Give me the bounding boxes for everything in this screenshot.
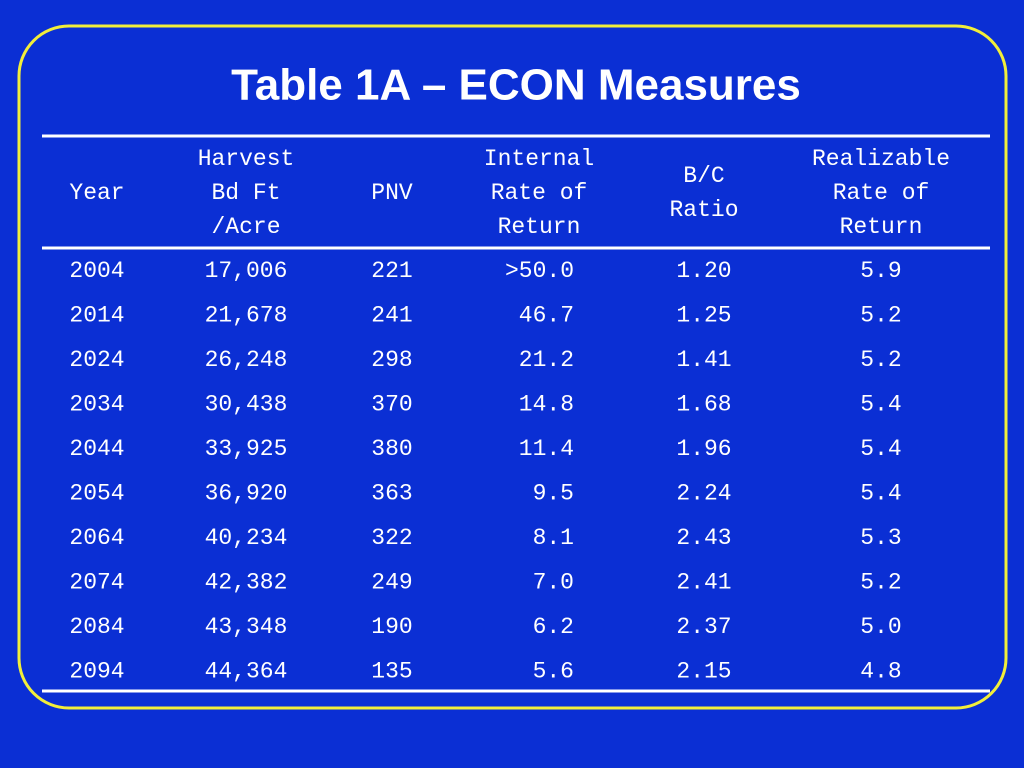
table-cell: 30,438 xyxy=(205,392,288,418)
table-cell: 14.8 xyxy=(519,392,574,418)
table-cell: 5.4 xyxy=(860,481,901,507)
column-header: /Acre xyxy=(211,214,280,240)
column-header: Harvest xyxy=(198,146,295,172)
table-cell: 2044 xyxy=(69,436,124,462)
table-cell: 1.68 xyxy=(676,392,731,418)
column-header: Year xyxy=(69,180,124,206)
table-cell: 2004 xyxy=(69,258,124,284)
table-cell: 2074 xyxy=(69,570,124,596)
table-cell: 5.3 xyxy=(860,525,901,551)
table-cell: 322 xyxy=(371,525,412,551)
table-cell: 2054 xyxy=(69,481,124,507)
table-cell: 1.25 xyxy=(676,303,731,329)
table-cell: 17,006 xyxy=(205,258,288,284)
column-header: Rate of xyxy=(491,180,588,206)
table-cell: 7.0 xyxy=(533,570,574,596)
table-cell: 2014 xyxy=(69,303,124,329)
column-header: Ratio xyxy=(669,197,738,223)
table-cell: 33,925 xyxy=(205,436,288,462)
table-cell: 2094 xyxy=(69,659,124,685)
table-cell: 4.8 xyxy=(860,659,901,685)
table-cell: 43,348 xyxy=(205,614,288,640)
table-cell: 2.43 xyxy=(676,525,731,551)
table-cell: 2.24 xyxy=(676,481,731,507)
table-cell: 26,248 xyxy=(205,347,288,373)
table-cell: 190 xyxy=(371,614,412,640)
table-cell: 2064 xyxy=(69,525,124,551)
table-cell: 5.2 xyxy=(860,347,901,373)
table-cell: 42,382 xyxy=(205,570,288,596)
table-cell: 46.7 xyxy=(519,303,574,329)
table-cell: 298 xyxy=(371,347,412,373)
column-header: Rate of xyxy=(833,180,930,206)
table-cell: 2.15 xyxy=(676,659,731,685)
table-cell: 6.2 xyxy=(533,614,574,640)
table-cell: 363 xyxy=(371,481,412,507)
table-cell: 5.9 xyxy=(860,258,901,284)
table-cell: 44,364 xyxy=(205,659,288,685)
column-header: Return xyxy=(840,214,923,240)
table-cell: 2084 xyxy=(69,614,124,640)
slide-title: Table 1A – ECON Measures xyxy=(231,61,801,110)
table-cell: 249 xyxy=(371,570,412,596)
table-cell: 5.4 xyxy=(860,436,901,462)
table-cell: 241 xyxy=(371,303,412,329)
frame xyxy=(17,24,1008,710)
table-cell: 1.20 xyxy=(676,258,731,284)
column-header: Internal xyxy=(484,146,594,172)
table-cell: 2.41 xyxy=(676,570,731,596)
table-cell: 2034 xyxy=(69,392,124,418)
table-cell: 9.5 xyxy=(533,481,574,507)
table-cell: 5.6 xyxy=(533,659,574,685)
table-cell: 2024 xyxy=(69,347,124,373)
table-cell: >50.0 xyxy=(505,258,574,284)
table-cell: 5.2 xyxy=(860,570,901,596)
table-cell: 21,678 xyxy=(205,303,288,329)
table-cell: 5.2 xyxy=(860,303,901,329)
table-cell: 5.0 xyxy=(860,614,901,640)
table-cell: 40,234 xyxy=(205,525,288,551)
column-header: B/C xyxy=(683,163,724,189)
table-cell: 2.37 xyxy=(676,614,731,640)
table-cell: 135 xyxy=(371,659,412,685)
table-cell: 21.2 xyxy=(519,347,574,373)
table-cell: 370 xyxy=(371,392,412,418)
table-cell: 8.1 xyxy=(533,525,574,551)
column-header: Realizable xyxy=(812,146,950,172)
table-cell: 380 xyxy=(371,436,412,462)
table-cell: 1.96 xyxy=(676,436,731,462)
table-cell: 1.41 xyxy=(676,347,731,373)
column-header: PNV xyxy=(371,180,413,206)
table-cell: 5.4 xyxy=(860,392,901,418)
table-cell: 36,920 xyxy=(205,481,288,507)
column-header: Return xyxy=(498,214,581,240)
table-cell: 221 xyxy=(371,258,412,284)
table-cell: 11.4 xyxy=(519,436,574,462)
column-header: Bd Ft xyxy=(211,180,280,206)
